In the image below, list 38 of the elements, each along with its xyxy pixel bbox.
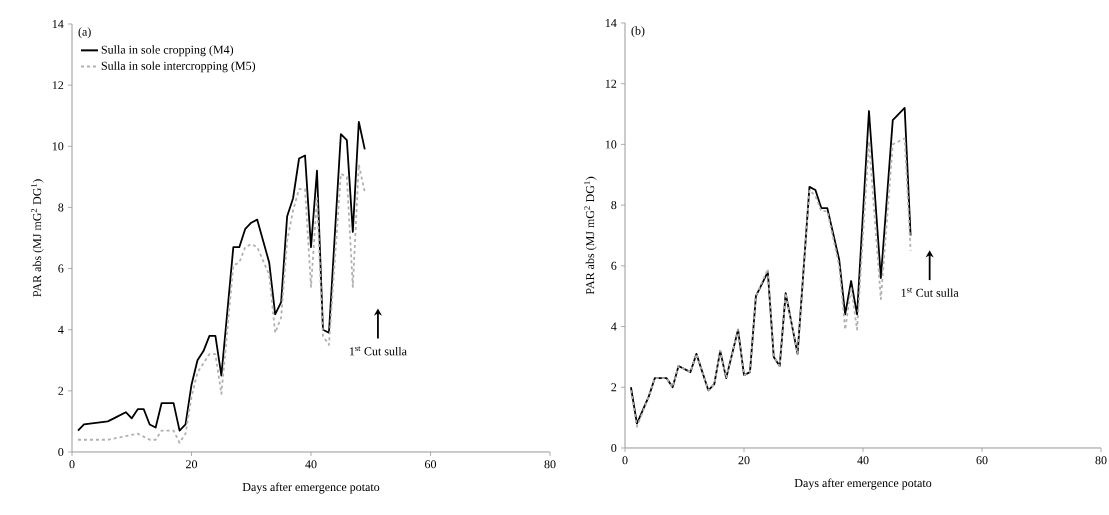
annotation: (a)	[78, 27, 91, 39]
y-tick-label: 12	[605, 79, 617, 88]
x-tick-label: 0	[622, 456, 628, 465]
y-tick-label: 2	[58, 386, 64, 395]
y-tick-label: 6	[58, 264, 64, 273]
y-tick-label: 2	[611, 383, 617, 392]
line-series	[77, 120, 366, 432]
y-axis-title: PAR abs (MJ mG$^{2}$ DG$^{1}$)	[31, 179, 44, 297]
y-tick-label: 14	[52, 20, 64, 28]
x-tick-label: 20	[738, 456, 750, 465]
x-tick-label: 60	[976, 456, 988, 465]
y-tick-label: 8	[611, 201, 617, 210]
y-tick-label: 12	[52, 81, 64, 90]
y-tick-label: 6	[611, 261, 617, 270]
x-tick-label: 40	[305, 460, 317, 469]
y-tick-label: 10	[605, 140, 617, 149]
y-tick-label: 4	[611, 322, 617, 331]
x-tick-label: 20	[186, 460, 198, 469]
x-tick-label: 0	[69, 460, 75, 469]
x-tick-label: 40	[857, 456, 869, 465]
legend-label: Sulla in sole intercropping (M5)	[101, 61, 256, 73]
annotation: (b)	[631, 26, 645, 38]
y-tick-label: 0	[611, 443, 617, 453]
x-tick-label: 80	[1095, 456, 1107, 465]
legend-label: Sulla in sole cropping (M4)	[101, 45, 234, 57]
y-tick-label: 14	[605, 19, 617, 27]
y-tick-label: 8	[58, 203, 64, 212]
annotation: 1$^{st}$ Cut sulla	[349, 346, 407, 356]
x-axis-title: Days after emergence potato	[242, 482, 380, 494]
x-axis-title: Days after emergence potato	[794, 478, 932, 490]
y-tick-label: 0	[58, 447, 64, 457]
annotation: 1$^{st}$ Cut sulla	[901, 287, 959, 297]
x-tick-label: 80	[544, 460, 556, 469]
x-tick-label: 60	[425, 460, 437, 469]
line-series	[77, 163, 366, 444]
y-tick-label: 10	[52, 142, 64, 151]
y-axis-title: PAR abs (MJ mG$^{2}$ DG$^{1}$)	[584, 176, 597, 295]
y-tick-label: 4	[58, 325, 64, 334]
